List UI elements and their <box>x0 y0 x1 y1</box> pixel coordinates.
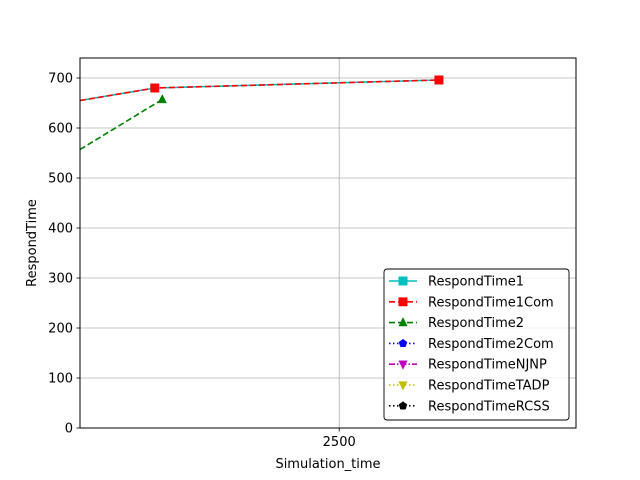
y-tick-label: 500 <box>48 172 73 187</box>
legend-label-respondtime1com: RespondTime1Com <box>428 295 554 310</box>
legend-entry-respondtime1com: RespondTime1Com <box>389 295 554 310</box>
data-point-respondtime1com <box>434 75 444 85</box>
y-tick-label: 300 <box>48 272 73 287</box>
y-tick-label: 400 <box>48 222 73 237</box>
plot-frame <box>79 57 577 429</box>
legend-entry-respondtime2com: RespondTime2Com <box>389 337 554 352</box>
legend-marker-respondtimercss <box>398 401 408 410</box>
x-tick-label: 2500 <box>323 435 356 450</box>
y-tick-label: 700 <box>48 72 73 87</box>
series-respondtime2 <box>80 93 167 151</box>
series-line-respondtime2 <box>80 98 163 151</box>
legend-marker-respondtime2 <box>398 317 408 327</box>
legend-label-respondtime2com: RespondTime2Com <box>428 337 554 352</box>
y-tick-label: 200 <box>48 322 73 337</box>
series-respondtime1com <box>80 75 444 102</box>
legend-label-respondtimenjnp: RespondTimeNJNP <box>428 358 547 373</box>
legend-entry-respondtime1: RespondTime1 <box>389 275 524 290</box>
legend-label-respondtime2: RespondTime2 <box>428 316 524 331</box>
legend-box <box>383 268 570 421</box>
x-axis-label: Simulation_time <box>275 457 380 472</box>
legend-marker-respondtimetadp <box>398 381 408 391</box>
legend-entry-respondtimercss: RespondTimeRCSS <box>389 399 550 414</box>
legend-label-respondtimetadp: RespondTimeTADP <box>428 379 550 394</box>
y-tick-label: 600 <box>48 122 73 137</box>
legend-label-respondtimercss: RespondTimeRCSS <box>428 399 550 414</box>
data-point-respondtime1com <box>150 83 160 93</box>
legend-entry-respondtimenjnp: RespondTimeNJNP <box>389 358 547 373</box>
legend-marker-respondtime1com <box>398 297 408 307</box>
y-tick-label: 0 <box>65 422 73 437</box>
data-point-respondtime2 <box>157 93 167 104</box>
legend-marker-respondtimenjnp <box>398 360 408 370</box>
legend-marker-respondtime1 <box>398 276 408 286</box>
y-tick-label: 100 <box>48 372 73 387</box>
legend-marker-respondtime2com <box>398 338 408 348</box>
legend-entry-respondtimetadp: RespondTimeTADP <box>389 379 550 394</box>
legend-entry-respondtime2: RespondTime2 <box>389 316 524 331</box>
legend-label-respondtime1: RespondTime1 <box>428 275 524 290</box>
series-group <box>80 75 444 151</box>
y-axis-label: RespondTime <box>25 199 40 287</box>
legend: RespondTime1 RespondTime1Com RespondTime2 R… <box>383 268 570 421</box>
axis-ticks: 0 100 200 300 400 500 600 700 2500 <box>48 72 356 451</box>
